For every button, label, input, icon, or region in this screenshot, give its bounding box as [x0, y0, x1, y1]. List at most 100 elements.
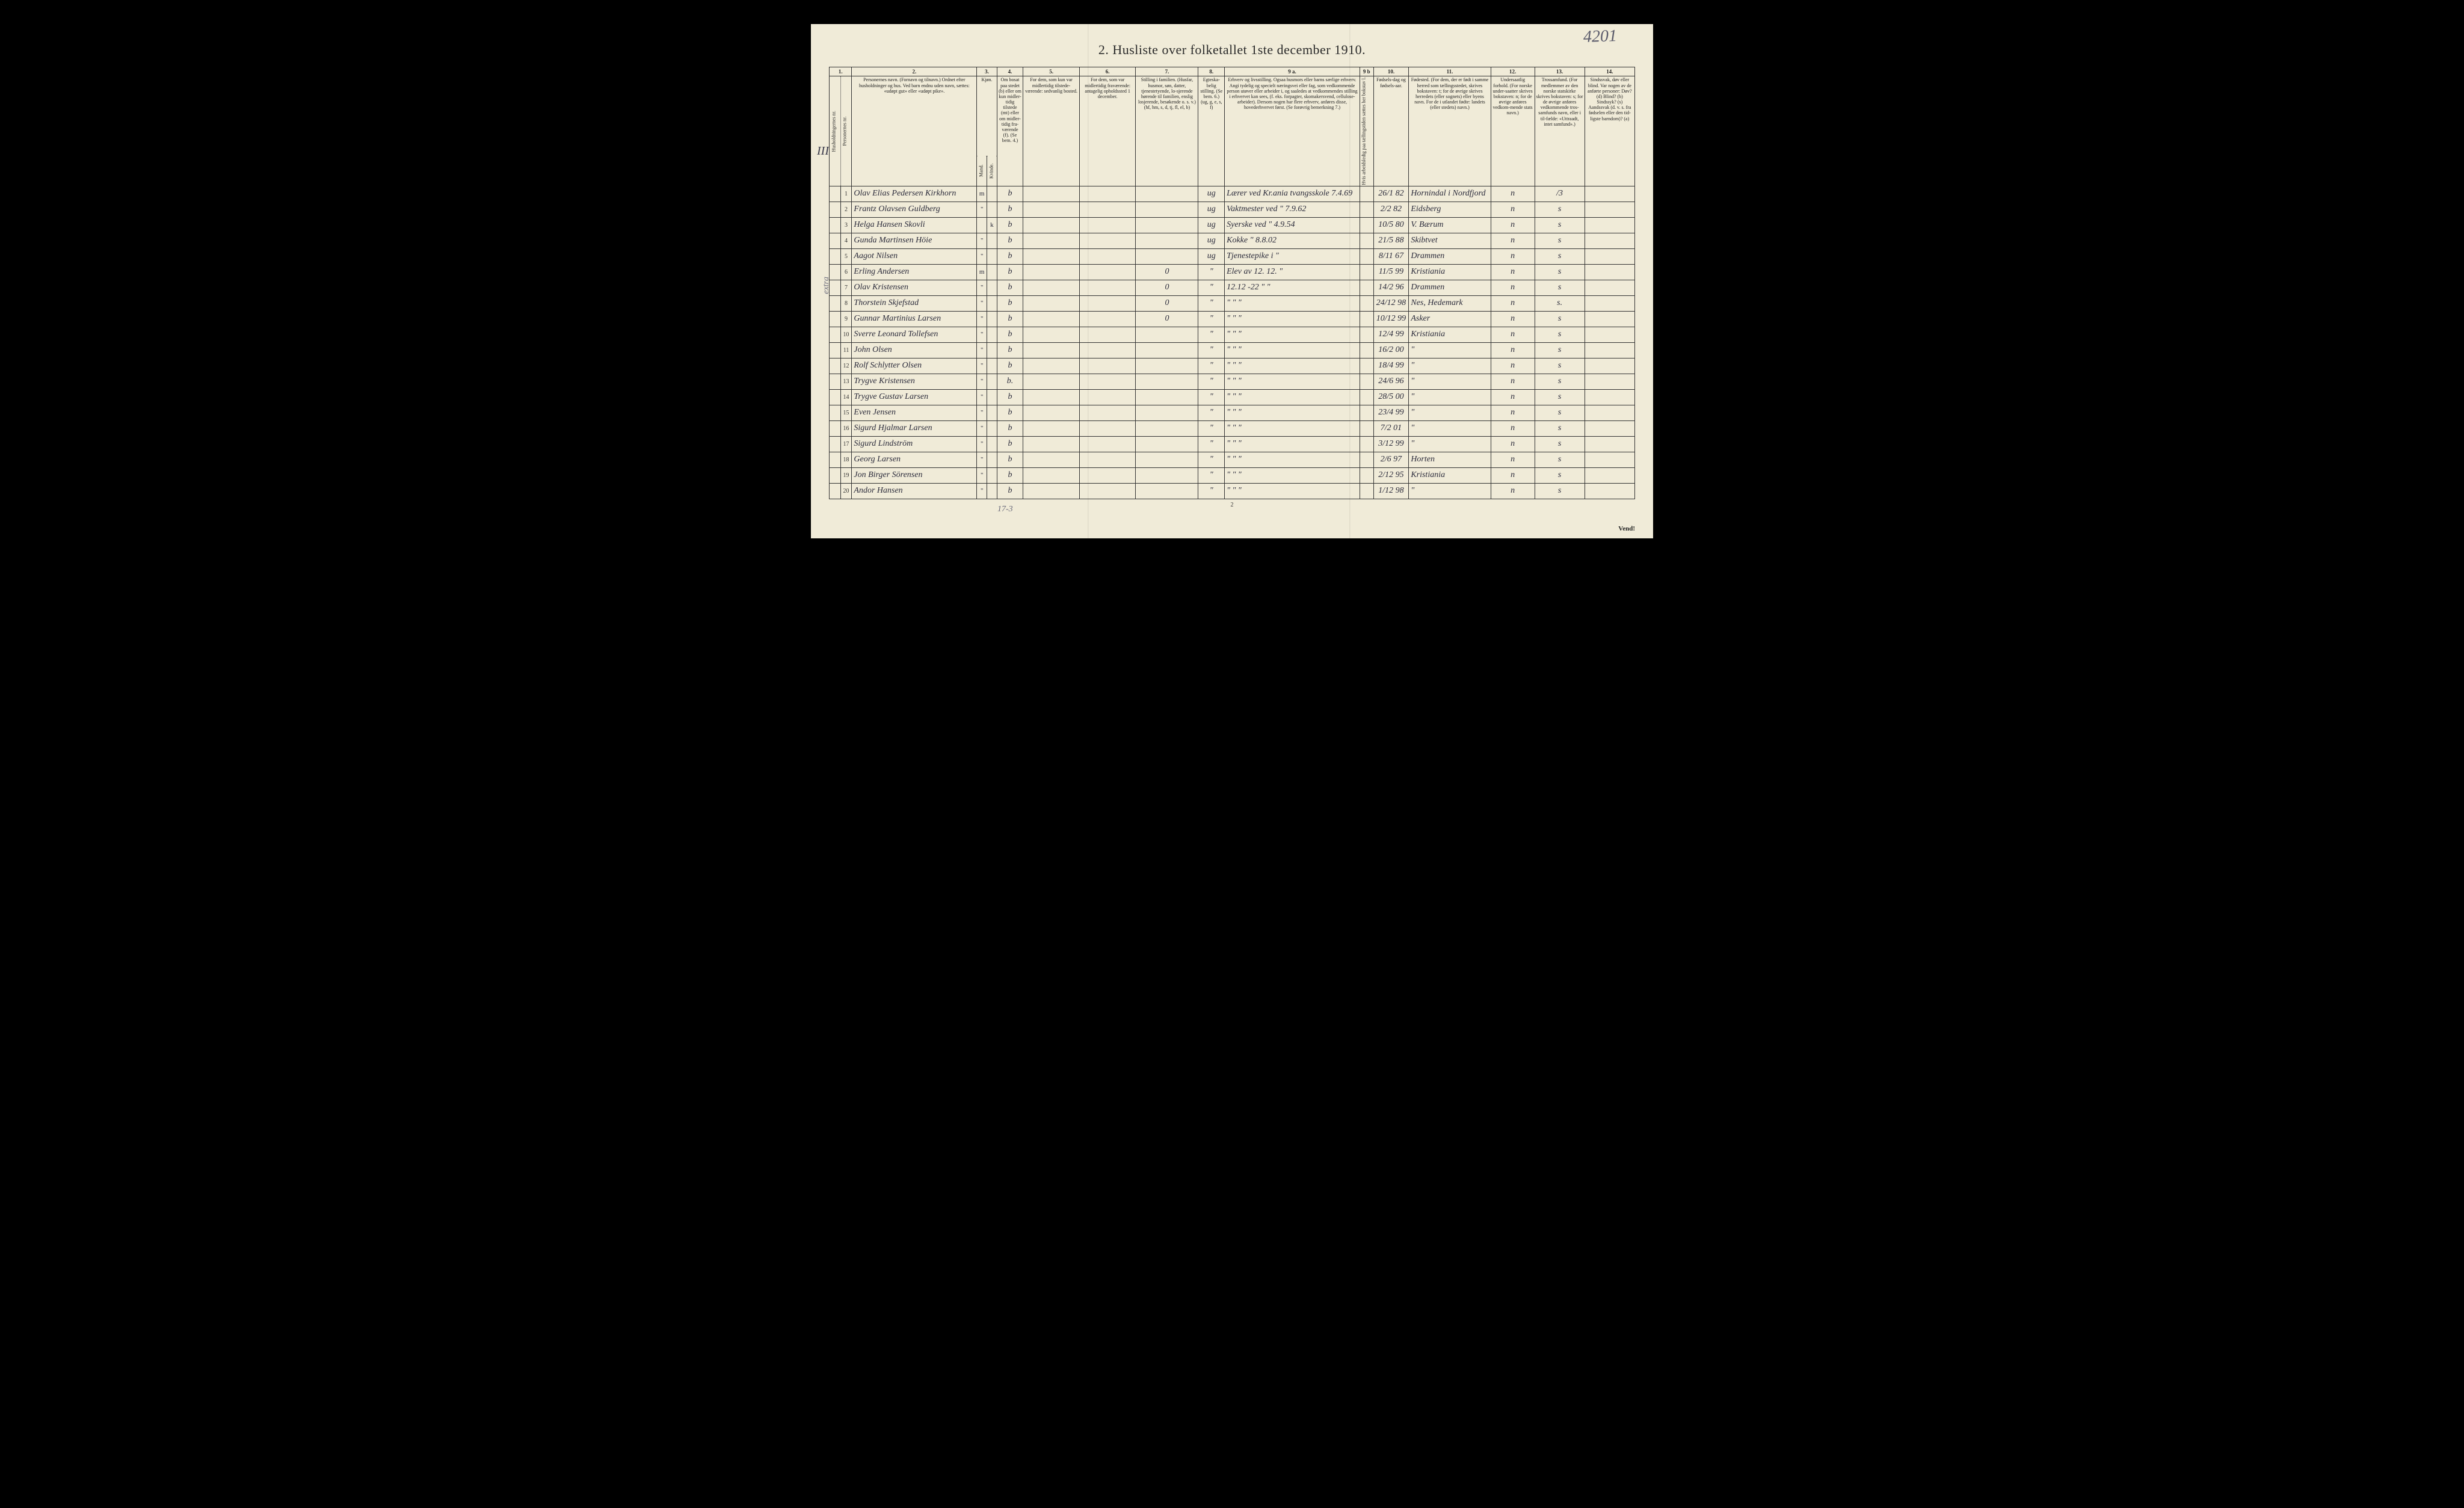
residence: b: [997, 264, 1023, 280]
sex-m: ": [977, 233, 987, 248]
household-num: [830, 295, 841, 311]
person-name: Olav Kristensen: [852, 280, 977, 295]
unemployed: [1360, 280, 1373, 295]
person-num: 11: [840, 342, 852, 358]
temp-present: [1023, 248, 1080, 264]
sex-k: [987, 452, 997, 467]
marital: ug: [1198, 248, 1225, 264]
col-header: Personernes navn. (Fornavn og tilnavn.) …: [852, 76, 977, 186]
unemployed: [1360, 452, 1373, 467]
religion: s: [1535, 280, 1585, 295]
religion: s: [1535, 358, 1585, 374]
col-num: 9 b: [1360, 67, 1373, 76]
nationality: n: [1491, 436, 1535, 452]
residence: b: [997, 342, 1023, 358]
occupation: " " ": [1225, 311, 1360, 327]
occupation: " " ": [1225, 405, 1360, 420]
disability: [1585, 264, 1634, 280]
temp-present: [1023, 327, 1080, 342]
family-status: [1136, 436, 1198, 452]
sex-k: [987, 264, 997, 280]
person-num: 10: [840, 327, 852, 342]
household-num: [830, 374, 841, 389]
disability: [1585, 452, 1634, 467]
religion: s: [1535, 202, 1585, 217]
household-num: [830, 248, 841, 264]
marital: ": [1198, 452, 1225, 467]
occupation: " " ": [1225, 389, 1360, 405]
col-header: Undersaatlig forhold. (For norske under-…: [1491, 76, 1535, 186]
footer-count: 17-3: [997, 505, 1013, 514]
household-num: [830, 233, 841, 248]
nationality: n: [1491, 248, 1535, 264]
disability: [1585, 248, 1634, 264]
residence: b: [997, 248, 1023, 264]
person-name: Olav Elias Pedersen Kirkhorn: [852, 186, 977, 202]
residence: b: [997, 405, 1023, 420]
sex-m: ": [977, 483, 987, 499]
marital: ": [1198, 374, 1225, 389]
residence: b: [997, 436, 1023, 452]
person-name: Trygve Kristensen: [852, 374, 977, 389]
sex-m: [977, 217, 987, 233]
disability: [1585, 233, 1634, 248]
marital: ": [1198, 342, 1225, 358]
sex-k: [987, 358, 997, 374]
table-row: 15Even Jensen"b"" " "23/4 99"ns: [830, 405, 1635, 420]
person-num: 20: [840, 483, 852, 499]
marital: ": [1198, 311, 1225, 327]
sex-k: [987, 202, 997, 217]
household-num: [830, 202, 841, 217]
birthplace: Drammen: [1409, 248, 1491, 264]
occupation: " " ": [1225, 483, 1360, 499]
person-name: Sigurd Hjalmar Larsen: [852, 420, 977, 436]
col-num: 13.: [1535, 67, 1585, 76]
sex-k: k: [987, 217, 997, 233]
sex-k: [987, 311, 997, 327]
temp-present: [1023, 483, 1080, 499]
fold-line: [1088, 24, 1089, 538]
nationality: n: [1491, 202, 1535, 217]
table-row: 8Thorstein Skjefstad"b0"" " "24/12 98Nes…: [830, 295, 1635, 311]
family-status: [1136, 483, 1198, 499]
household-num: [830, 327, 841, 342]
marital: ": [1198, 327, 1225, 342]
person-num: 3: [840, 217, 852, 233]
unemployed: [1360, 436, 1373, 452]
religion: s: [1535, 467, 1585, 483]
occupation: " " ": [1225, 420, 1360, 436]
family-status: [1136, 452, 1198, 467]
sex-k: [987, 483, 997, 499]
sex-m: ": [977, 467, 987, 483]
nationality: n: [1491, 452, 1535, 467]
unemployed: [1360, 374, 1373, 389]
sex-m: ": [977, 202, 987, 217]
marital: ug: [1198, 233, 1225, 248]
religion: s: [1535, 483, 1585, 499]
nationality: n: [1491, 342, 1535, 358]
census-page: 4201 2. Husliste over folketallet 1ste d…: [811, 24, 1653, 538]
table-row: 6Erling Andersenmb0"Elev av 12. 12. "11/…: [830, 264, 1635, 280]
sex-k: [987, 405, 997, 420]
marital: ": [1198, 295, 1225, 311]
sex-m: ": [977, 311, 987, 327]
birthplace: Hornindal i Nordfjord: [1409, 186, 1491, 202]
birthdate: 16/2 00: [1373, 342, 1409, 358]
col-subheader: Mand.: [977, 156, 987, 186]
family-status: [1136, 405, 1198, 420]
nationality: n: [1491, 280, 1535, 295]
sex-m: ": [977, 405, 987, 420]
occupation: Lærer ved Kr.ania tvangsskole 7.4.69: [1225, 186, 1360, 202]
col-num: 9 a.: [1225, 67, 1360, 76]
marital: ": [1198, 467, 1225, 483]
col-header: Stilling i familien. (Husfar, husmor, sø…: [1136, 76, 1198, 186]
sex-k: [987, 374, 997, 389]
residence: b: [997, 389, 1023, 405]
temp-present: [1023, 233, 1080, 248]
temp-present: [1023, 405, 1080, 420]
birthplace: Kristiania: [1409, 264, 1491, 280]
family-status: 0: [1136, 280, 1198, 295]
disability: [1585, 311, 1634, 327]
household-num: [830, 342, 841, 358]
sex-m: m: [977, 264, 987, 280]
